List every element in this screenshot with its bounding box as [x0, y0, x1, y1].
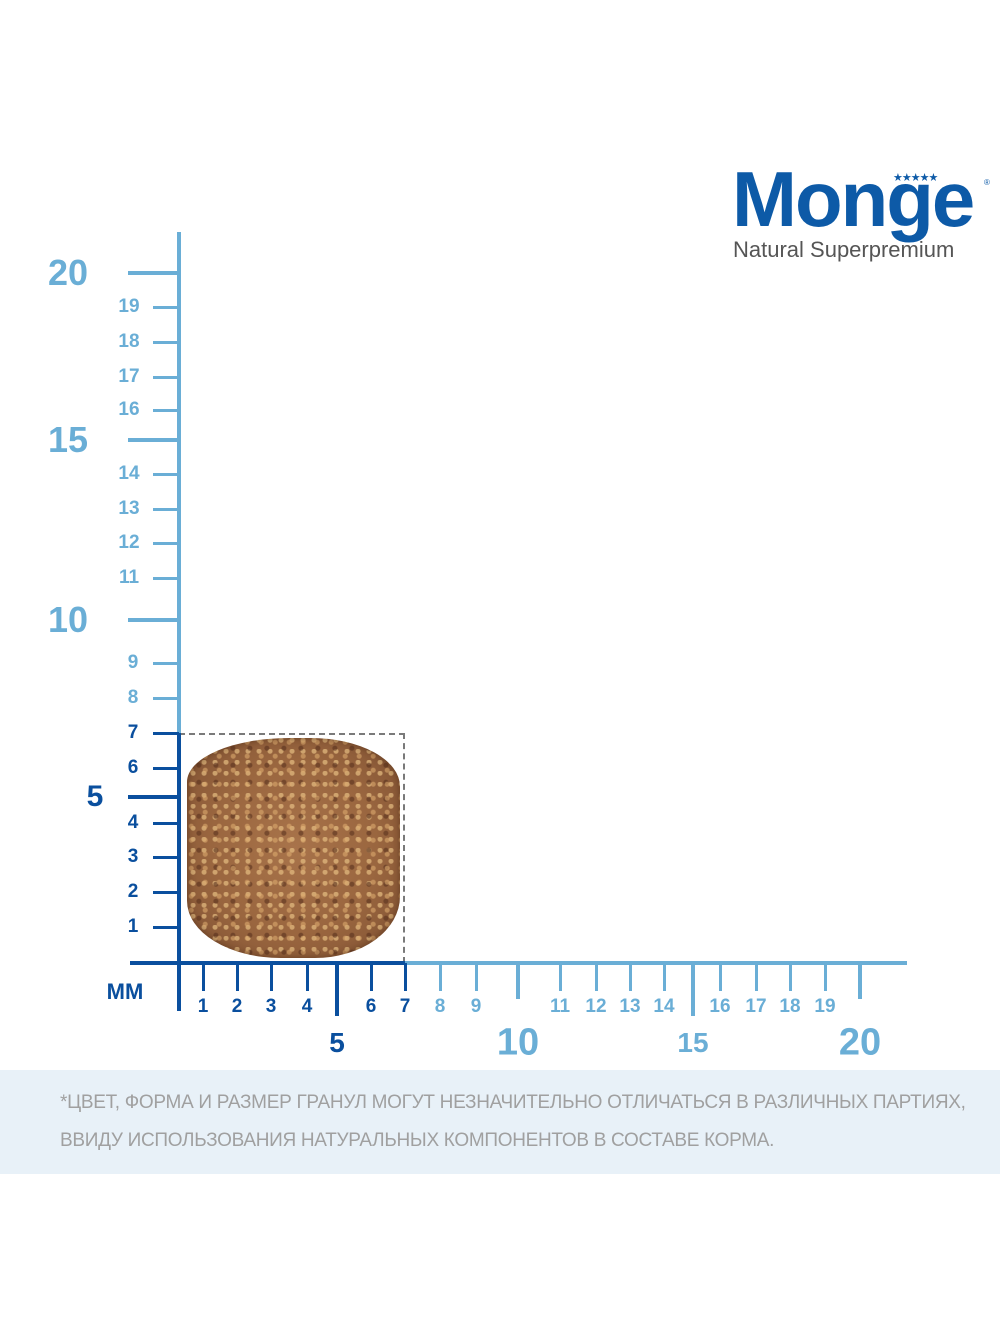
x-major-tick [516, 963, 520, 999]
x-minor-label: 9 [470, 996, 482, 1017]
y-minor-label: 11 [118, 567, 140, 588]
kibble-image [187, 738, 400, 958]
x-major-label: 20 [838, 1021, 882, 1064]
x-axis-dark [130, 961, 405, 965]
kibble-bounding-box [179, 733, 405, 963]
x-minor-tick [474, 963, 478, 991]
x-minor-label: 13 [619, 996, 641, 1017]
y-minor-label: 16 [118, 399, 140, 420]
x-minor-label: 2 [231, 996, 243, 1017]
y-minor-tick [153, 925, 179, 929]
x-minor-label: 14 [653, 996, 675, 1017]
x-minor-tick [754, 963, 758, 991]
y-minor-tick [153, 661, 179, 665]
x-minor-tick [718, 963, 722, 991]
stars-icon: ★★★★★ [893, 172, 938, 184]
x-axis-light [405, 961, 907, 965]
y-minor-tick [153, 890, 179, 894]
y-minor-tick [153, 541, 179, 545]
x-minor-label: 17 [745, 996, 767, 1017]
y-minor-tick [153, 855, 179, 859]
brand-name: Monge [732, 155, 975, 243]
disclaimer-band: *ЦВЕТ, ФОРМА И РАЗМЕР ГРАНУЛ МОГУТ НЕЗНА… [0, 1070, 1000, 1174]
y-minor-label: 1 [127, 916, 139, 937]
disclaimer-line-2: ВВИДУ ИСПОЛЬЗОВАНИЯ НАТУРАЛЬНЫХ КОМПОНЕН… [60, 1130, 775, 1151]
disclaimer-line-1: *ЦВЕТ, ФОРМА И РАЗМЕР ГРАНУЛ МОГУТ НЕЗНА… [60, 1092, 966, 1113]
y-minor-tick [153, 408, 179, 412]
y-minor-tick [153, 696, 179, 700]
y-major-label: 10 [47, 599, 89, 640]
y-minor-label: 19 [118, 296, 140, 317]
y-minor-label: 14 [118, 463, 140, 484]
y-axis-dark [177, 733, 181, 1011]
x-minor-label: 4 [301, 996, 313, 1017]
origin-tick [177, 963, 181, 1011]
x-minor-tick [662, 963, 666, 991]
y-minor-label: 8 [127, 687, 139, 708]
x-major-label: 10 [496, 1021, 540, 1064]
y-minor-tick [153, 507, 179, 511]
y-major-label: 20 [47, 252, 89, 293]
x-major-label: 5 [329, 1027, 345, 1058]
x-minor-label: 18 [779, 996, 801, 1017]
y-minor-tick [153, 576, 179, 580]
y-minor-label: 3 [127, 846, 139, 867]
x-major-tick [691, 963, 695, 1016]
x-minor-label: 6 [365, 996, 377, 1017]
y-minor-tick [153, 472, 179, 476]
y-axis-light [177, 232, 181, 733]
x-major-label: 15 [677, 1027, 709, 1058]
y-minor-label: 13 [118, 498, 140, 519]
y-minor-tick [153, 821, 179, 825]
y-major-tick [128, 795, 179, 799]
brand-tagline: Natural Superpremium [733, 237, 955, 262]
x-minor-tick [594, 963, 598, 991]
x-minor-tick [201, 963, 205, 991]
y-minor-label: 12 [118, 532, 140, 553]
registered-mark: ® [984, 178, 990, 187]
x-major-tick [858, 963, 862, 999]
unit-label: мм [106, 979, 144, 1004]
y-minor-tick [153, 305, 179, 309]
x-minor-tick [269, 963, 273, 991]
x-minor-label: 16 [709, 996, 731, 1017]
x-minor-label: 19 [814, 996, 836, 1017]
y-minor-label: 7 [127, 722, 139, 743]
y-minor-label: 9 [127, 652, 139, 673]
y-minor-label: 18 [118, 331, 140, 352]
x-minor-label: 3 [265, 996, 277, 1017]
x-major-tick [335, 963, 339, 1016]
x-minor-tick [558, 963, 562, 991]
x-minor-label: 12 [585, 996, 607, 1017]
x-minor-tick [628, 963, 632, 991]
y-minor-label: 17 [118, 366, 140, 387]
y-major-label: 5 [86, 780, 104, 813]
y-major-tick [128, 618, 179, 622]
y-minor-label: 4 [127, 812, 139, 833]
x-minor-tick [823, 963, 827, 991]
y-major-label: 15 [47, 419, 89, 460]
y-major-tick [128, 271, 179, 275]
x-minor-label: 8 [434, 996, 446, 1017]
x-minor-tick [369, 963, 373, 991]
y-minor-tick [153, 340, 179, 344]
x-minor-tick [788, 963, 792, 991]
y-minor-label: 2 [127, 881, 139, 902]
y-minor-tick [153, 766, 179, 770]
x-minor-tick [403, 963, 407, 991]
y-major-tick [128, 438, 179, 442]
x-minor-tick [438, 963, 442, 991]
x-minor-tick [305, 963, 309, 991]
x-minor-tick [235, 963, 239, 991]
x-minor-label: 11 [549, 996, 571, 1017]
y-minor-label: 6 [127, 757, 139, 778]
y-minor-tick [153, 731, 179, 735]
x-minor-label: 1 [197, 996, 209, 1017]
y-minor-tick [153, 375, 179, 379]
x-minor-label: 7 [399, 996, 411, 1017]
